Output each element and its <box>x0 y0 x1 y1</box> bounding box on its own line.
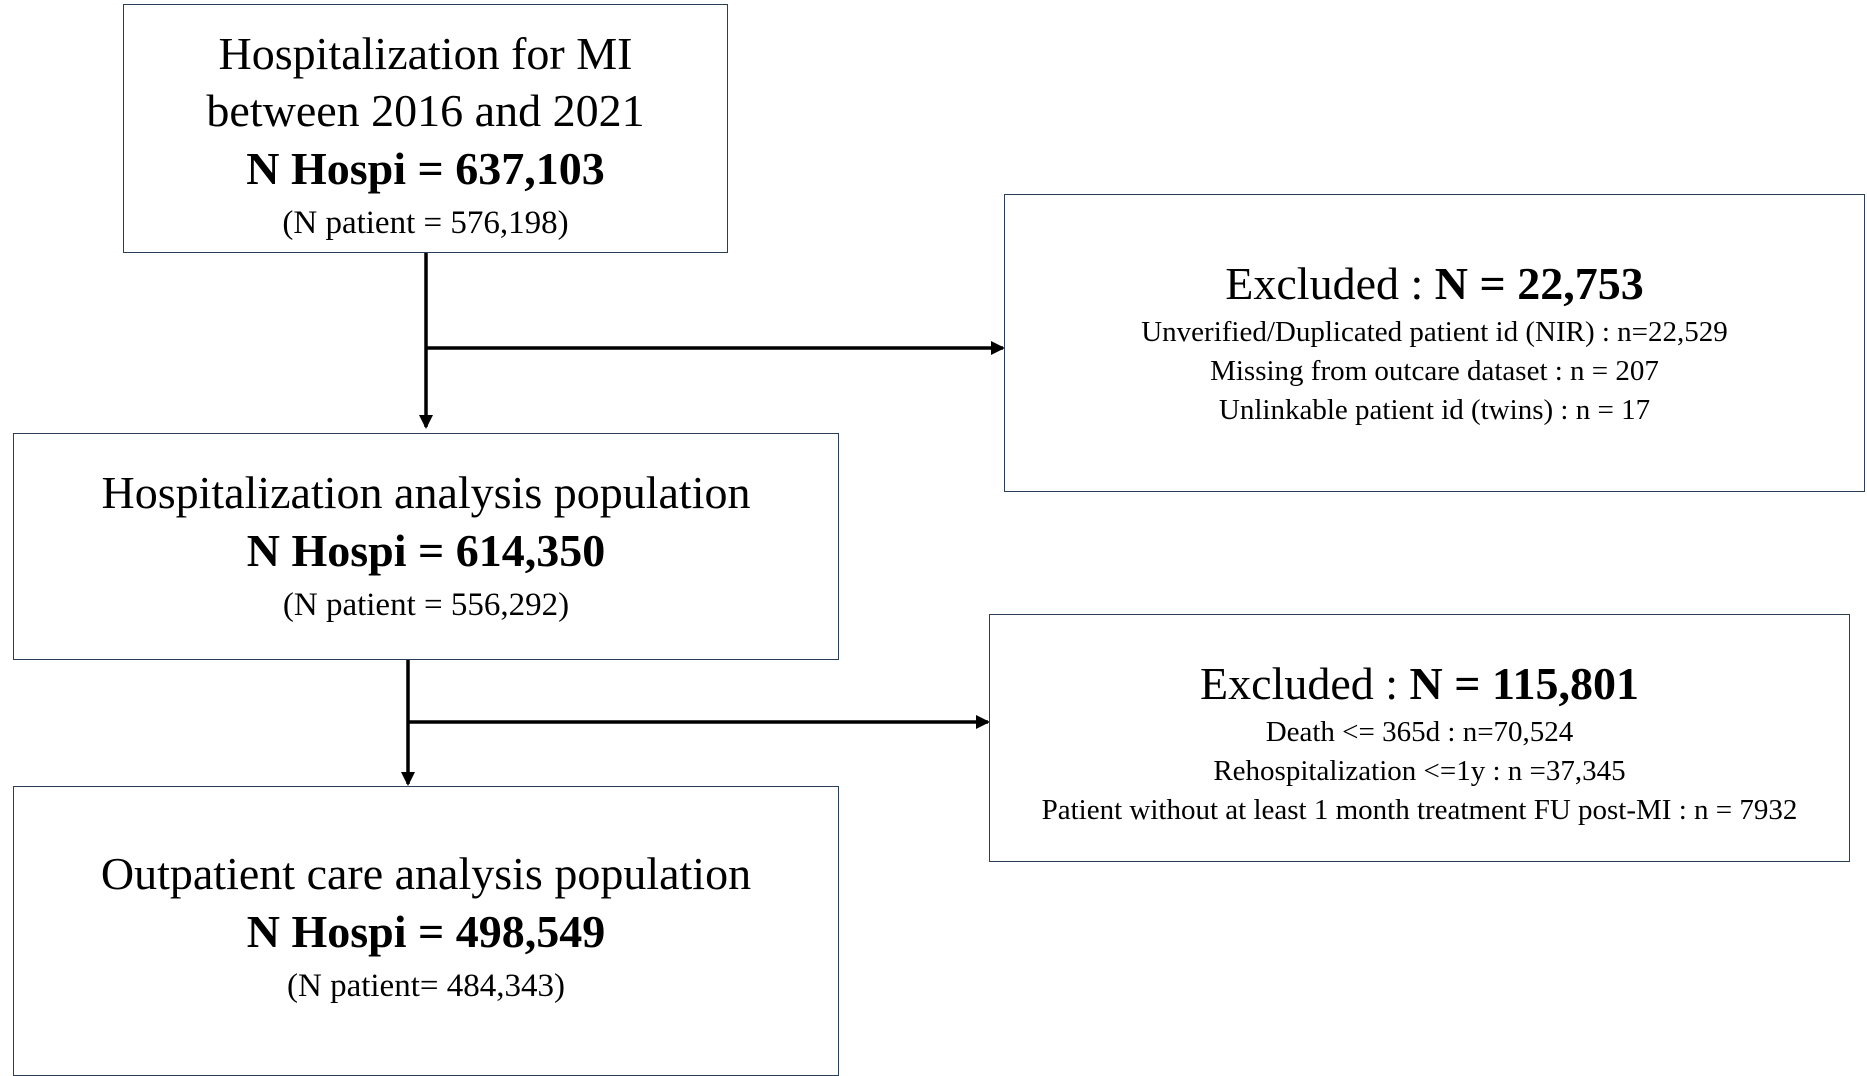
exclusion2-item: Patient without at least 1 month treatme… <box>1041 794 1798 826</box>
exclusion1-item: Unverified/Duplicated patient id (NIR) :… <box>1141 316 1728 348</box>
box3-patient-count: (N patient= 484,343) <box>287 968 565 1004</box>
box1-hospi-count: N Hospi = 637,103 <box>246 143 605 194</box>
exclusion-box-2: Excluded : N = 115,801 Death <= 365d : n… <box>989 614 1850 862</box>
box3-hospi-count: N Hospi = 498,549 <box>246 906 606 957</box>
box1-title-line1: Hospitalization for MI <box>218 28 633 79</box>
exclusion1-label: Excluded : <box>1225 258 1435 309</box>
exclusion1-title: Excluded : N = 22,753 <box>1005 255 1864 313</box>
exclusion-box-1: Excluded : N = 22,753 Unverified/Duplica… <box>1004 194 1865 492</box>
box3-title: Outpatient care analysis population <box>100 848 752 899</box>
exclusion1-count: N = 22,753 <box>1434 258 1644 309</box>
box2-hospi-count: N Hospi = 614,350 <box>246 525 606 576</box>
box1-patient-count: (N patient = 576,198) <box>282 205 569 241</box>
exclusion1-item: Missing from outcare dataset : n = 207 <box>1210 355 1659 387</box>
exclusion2-item: Death <= 365d : n=70,524 <box>1265 716 1574 748</box>
initial-cohort-box: Hospitalization for MI between 2016 and … <box>123 4 728 253</box>
outpatient-analysis-box: Outpatient care analysis population N Ho… <box>13 786 839 1076</box>
hospitalization-analysis-box: Hospitalization analysis population N Ho… <box>13 433 839 660</box>
exclusion2-item: Rehospitalization <=1y : n =37,345 <box>1213 755 1626 787</box>
box2-patient-count: (N patient = 556,292) <box>282 587 570 623</box>
box2-title: Hospitalization analysis population <box>101 467 751 518</box>
exclusion2-title: Excluded : N = 115,801 <box>990 655 1849 713</box>
box1-title-line2: between 2016 and 2021 <box>206 85 645 136</box>
exclusion2-label: Excluded : <box>1200 658 1410 709</box>
exclusion1-item: Unlinkable patient id (twins) : n = 17 <box>1218 394 1651 426</box>
exclusion2-count: N = 115,801 <box>1409 658 1639 709</box>
